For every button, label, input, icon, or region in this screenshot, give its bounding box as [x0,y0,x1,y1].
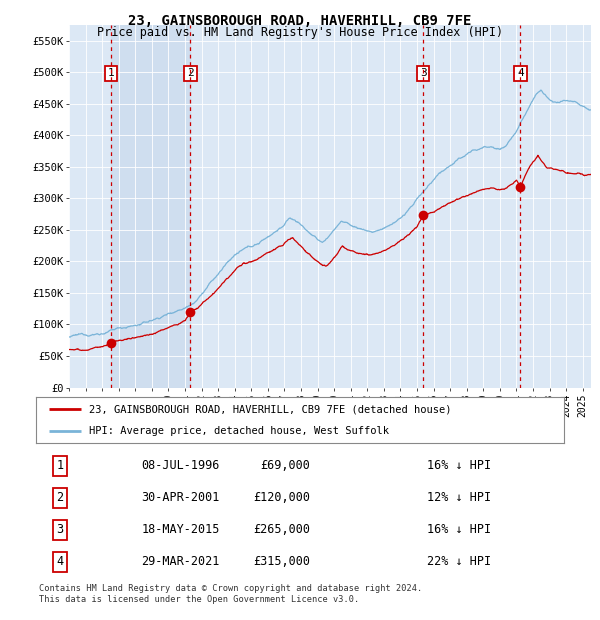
Bar [69,25,111,388]
Text: 16% ↓ HPI: 16% ↓ HPI [427,523,491,536]
Text: This data is licensed under the Open Government Licence v3.0.: This data is licensed under the Open Gov… [39,595,359,604]
Text: 18-MAY-2015: 18-MAY-2015 [142,523,220,536]
Bar [69,25,111,388]
Text: 23, GAINSBOROUGH ROAD, HAVERHILL, CB9 7FE: 23, GAINSBOROUGH ROAD, HAVERHILL, CB9 7F… [128,14,472,28]
Text: 23, GAINSBOROUGH ROAD, HAVERHILL, CB9 7FE (detached house): 23, GAINSBOROUGH ROAD, HAVERHILL, CB9 7F… [89,404,451,414]
Text: Price paid vs. HM Land Registry's House Price Index (HPI): Price paid vs. HM Land Registry's House … [97,26,503,39]
Bar [111,25,190,388]
Text: Contains HM Land Registry data © Crown copyright and database right 2024.: Contains HM Land Registry data © Crown c… [39,584,422,593]
Text: 22% ↓ HPI: 22% ↓ HPI [427,555,491,568]
Text: 16% ↓ HPI: 16% ↓ HPI [427,459,491,472]
Text: £69,000: £69,000 [260,459,311,472]
Text: £265,000: £265,000 [254,523,311,536]
Text: 12% ↓ HPI: 12% ↓ HPI [427,491,491,504]
Text: HPI: Average price, detached house, West Suffolk: HPI: Average price, detached house, West… [89,426,389,436]
Text: 2: 2 [187,68,194,78]
Text: 4: 4 [517,68,524,78]
Text: £120,000: £120,000 [254,491,311,504]
Text: 29-MAR-2021: 29-MAR-2021 [142,555,220,568]
Text: 08-JUL-1996: 08-JUL-1996 [142,459,220,472]
Text: £315,000: £315,000 [254,555,311,568]
Text: 4: 4 [56,555,64,568]
Text: 30-APR-2001: 30-APR-2001 [142,491,220,504]
Text: 3: 3 [56,523,64,536]
Text: 1: 1 [56,459,64,472]
Text: 3: 3 [420,68,427,78]
Text: 2: 2 [56,491,64,504]
Text: 1: 1 [107,68,114,78]
